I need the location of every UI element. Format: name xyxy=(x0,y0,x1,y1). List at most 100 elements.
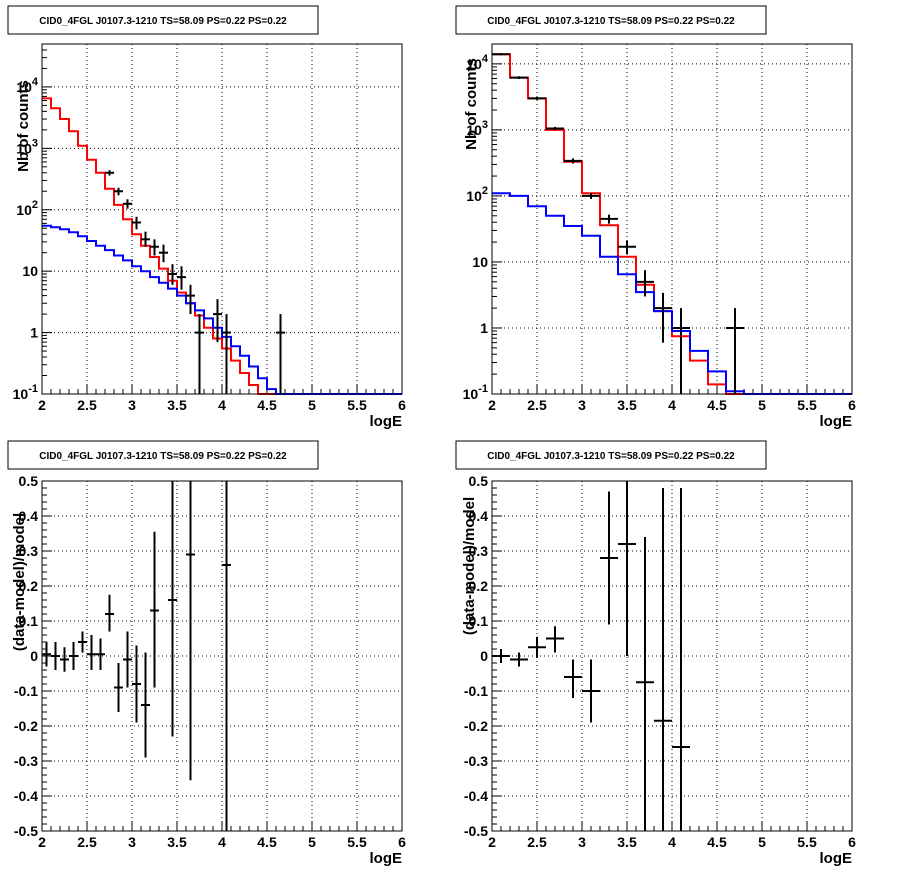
data-point xyxy=(564,158,582,164)
y-tick-label: 0.3 xyxy=(19,543,39,559)
y-tick-label: 0.2 xyxy=(19,578,39,594)
x-tick-label: 6 xyxy=(398,834,406,850)
x-tick-label: 5.5 xyxy=(347,834,367,850)
data-point xyxy=(654,292,672,343)
data-point xyxy=(114,663,123,712)
y-axis-label: (data-model)/model xyxy=(11,513,28,651)
data-point xyxy=(564,659,582,698)
y-tick-label: -0.3 xyxy=(14,753,38,769)
data-point xyxy=(132,645,141,723)
x-tick-label: 4 xyxy=(218,397,226,413)
x-tick-label: 2 xyxy=(38,834,46,850)
y-tick-label: -0.2 xyxy=(464,718,488,734)
data-point xyxy=(528,96,546,100)
data-point xyxy=(213,299,222,343)
x-tick-label: 2 xyxy=(488,397,496,413)
data-point xyxy=(123,631,132,688)
x-tick-label: 2.5 xyxy=(527,397,547,413)
data-point xyxy=(186,284,195,315)
title-box xyxy=(7,5,319,35)
x-tick-label: 4.5 xyxy=(707,397,727,413)
x-tick-label: 3.5 xyxy=(617,397,637,413)
data-point xyxy=(60,647,69,672)
x-tick-label: 4.5 xyxy=(707,834,727,850)
x-tick-label: 3 xyxy=(128,397,136,413)
chart-title: CID0_4FGL J0107.3-1210 TS=58.09 PS=0.22 … xyxy=(487,451,735,462)
chart-title: CID0_4FGL J0107.3-1210 TS=58.09 PS=0.22 … xyxy=(39,16,287,27)
y-tick-label: 10-1 xyxy=(13,383,38,402)
y-tick-label: 0.1 xyxy=(19,613,39,629)
y-tick-label: 0.4 xyxy=(469,508,489,524)
y-tick-label: 0.3 xyxy=(469,543,489,559)
x-tick-label: 5.5 xyxy=(797,834,817,850)
y-tick-label: -0.4 xyxy=(464,788,488,804)
x-tick-label: 3 xyxy=(128,834,136,850)
data-point xyxy=(150,531,159,688)
data-point xyxy=(87,635,96,670)
y-tick-label: 0.4 xyxy=(19,508,39,524)
data-point xyxy=(600,214,618,224)
y-tick-label: -0.2 xyxy=(14,718,38,734)
data-point xyxy=(195,314,204,394)
y-tick-label: -0.5 xyxy=(464,823,488,839)
data-point xyxy=(600,491,618,625)
y-tick-label: 0.1 xyxy=(469,613,489,629)
x-tick-label: 5.5 xyxy=(797,397,817,413)
y-axis-label: Nb of counts xyxy=(463,58,480,150)
data-point xyxy=(222,481,231,831)
data-point xyxy=(510,652,528,667)
data-point xyxy=(42,642,51,667)
x-tick-label: 6 xyxy=(398,397,406,413)
y-tick-label: 0 xyxy=(30,648,38,664)
data-point xyxy=(141,231,150,247)
data-point xyxy=(78,631,87,653)
y-tick-label: 102 xyxy=(16,199,38,218)
data-point xyxy=(168,264,177,285)
data-point xyxy=(168,481,177,737)
chart-title: CID0_4FGL J0107.3-1210 TS=58.09 PS=0.22 … xyxy=(39,451,287,462)
y-tick-label: -0.1 xyxy=(464,683,488,699)
x-tick-label: 3.5 xyxy=(167,397,187,413)
data-point xyxy=(528,636,546,658)
data-point xyxy=(636,270,654,297)
data-point xyxy=(654,488,672,831)
data-point xyxy=(276,314,285,394)
data-point xyxy=(69,642,78,670)
x-tick-label: 4.5 xyxy=(257,834,277,850)
data-point xyxy=(114,187,123,196)
y-tick-label: 0 xyxy=(480,648,488,664)
y-tick-label: -0.4 xyxy=(14,788,38,804)
y-tick-label: 10 xyxy=(472,254,488,270)
plot-frame xyxy=(41,480,403,832)
data-point xyxy=(132,216,141,230)
x-tick-label: 2.5 xyxy=(77,834,97,850)
data-point xyxy=(105,594,114,632)
x-tick-label: 5 xyxy=(758,397,766,413)
data-point xyxy=(672,308,690,394)
y-tick-label: 1 xyxy=(480,320,488,336)
y-tick-label: 102 xyxy=(466,185,488,204)
data-point xyxy=(726,308,744,394)
data-point xyxy=(159,244,168,263)
y-tick-label: -0.5 xyxy=(14,823,38,839)
y-tick-label: 103 xyxy=(466,119,488,138)
data-point xyxy=(492,53,510,56)
x-tick-label: 3 xyxy=(578,834,586,850)
data-point xyxy=(177,266,186,290)
x-tick-label: 2 xyxy=(488,834,496,850)
y-tick-label: 104 xyxy=(466,53,489,72)
y-tick-label: 0.5 xyxy=(19,473,39,489)
data-point xyxy=(96,638,105,670)
data-point xyxy=(186,481,195,781)
x-tick-label: 2.5 xyxy=(77,397,97,413)
x-tick-label: 3 xyxy=(578,397,586,413)
panel-1: CID0_4FGL J0107.3-1210 TS=58.09 PS=0.22 … xyxy=(7,5,406,430)
x-tick-label: 5.5 xyxy=(347,397,367,413)
data-point xyxy=(222,314,231,394)
panel-4: CID0_4FGL J0107.3-1210 TS=58.09 PS=0.22 … xyxy=(455,440,856,867)
data-point xyxy=(618,481,636,656)
data-point xyxy=(141,652,150,758)
x-tick-label: 2 xyxy=(38,397,46,413)
x-tick-label: 4.5 xyxy=(257,397,277,413)
